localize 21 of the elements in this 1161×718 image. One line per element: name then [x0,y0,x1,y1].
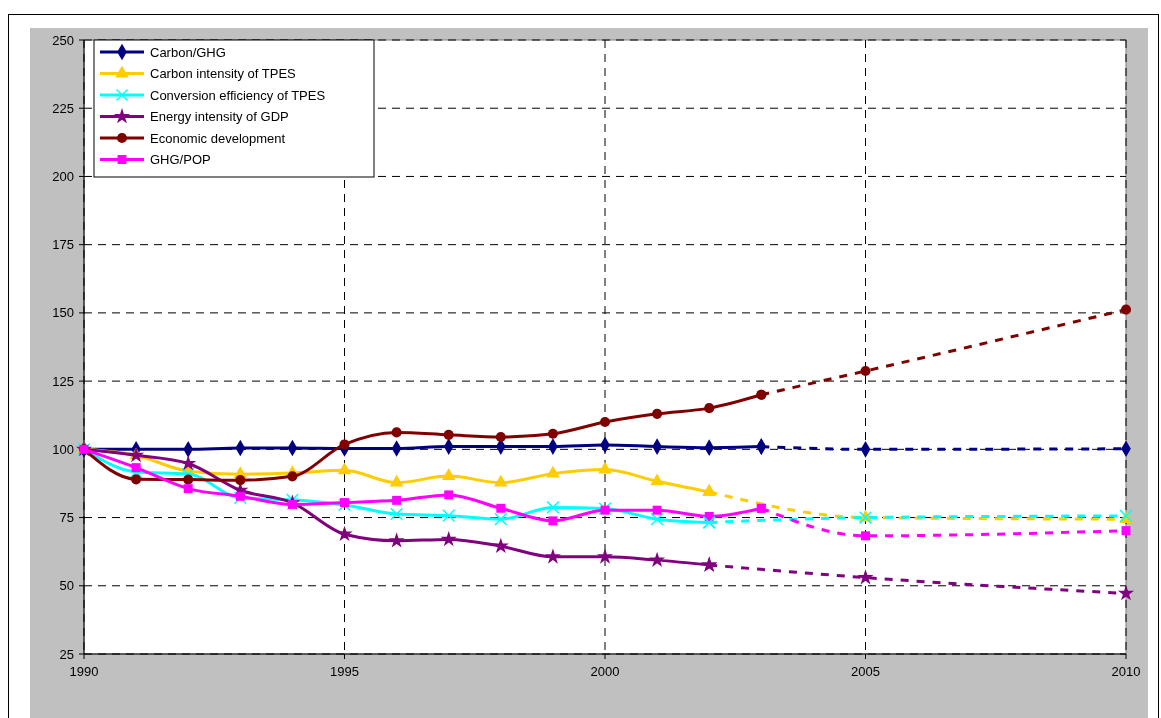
y-tick-label: 125 [52,373,74,389]
legend-label: Conversion efficiency of TPES [150,87,326,103]
y-tick-label: 25 [59,646,74,662]
legend-label: Economic development [150,130,286,146]
x-tick-label: 2000 [590,664,620,679]
legend-label: Energy intensity of GDP [150,109,289,125]
legend-label: Carbon/GHG [150,44,226,60]
y-tick-label: 50 [59,578,74,594]
x-tick-label: 1995 [330,664,359,679]
legend-label: GHG/POP [150,152,211,168]
x-tick-label: 2010 [1111,664,1141,679]
x-tick-label: 1990 [69,664,99,679]
y-tick-label: 150 [52,305,74,321]
y-tick-label: 225 [52,100,74,116]
y-tick-label: 100 [52,441,74,457]
y-tick-label: 175 [52,237,74,253]
y-tick-label: 250 [52,32,74,48]
x-tick-label: 2005 [851,664,880,679]
y-tick-label: 200 [52,168,74,184]
y-tick-label: 75 [59,510,74,526]
legend-label: Carbon intensity of TPES [150,66,297,82]
